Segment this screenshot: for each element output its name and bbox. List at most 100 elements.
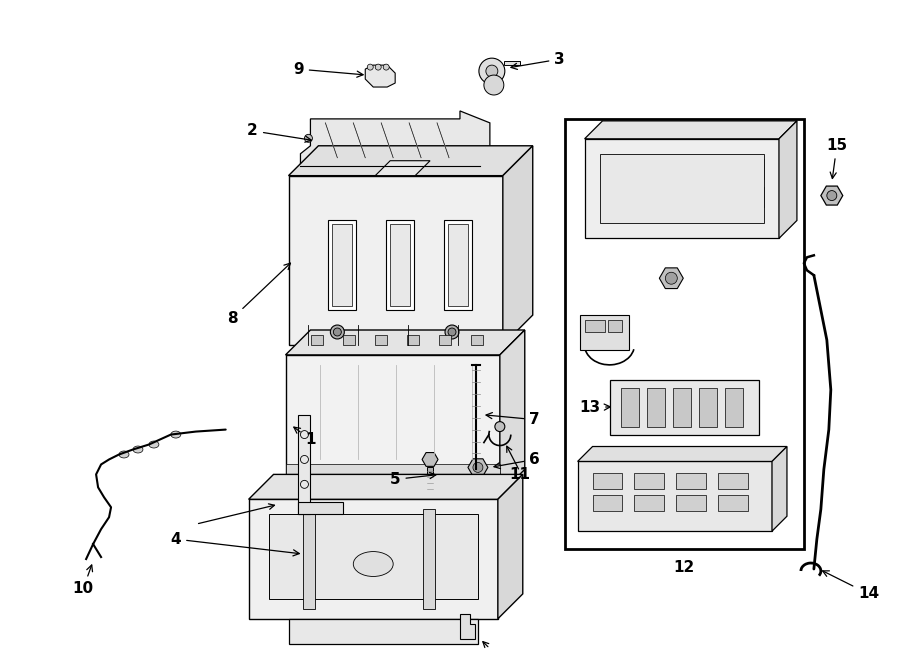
Polygon shape — [365, 65, 395, 87]
Text: 5: 5 — [390, 472, 436, 487]
Bar — [311, 335, 323, 345]
Text: 13: 13 — [579, 400, 610, 415]
Ellipse shape — [133, 446, 143, 453]
Bar — [285, 465, 500, 485]
Bar — [299, 414, 310, 514]
Bar — [699, 388, 717, 426]
Circle shape — [486, 65, 498, 77]
Text: 8: 8 — [228, 263, 291, 326]
Ellipse shape — [171, 431, 181, 438]
Bar — [599, 154, 764, 224]
Bar — [578, 461, 772, 531]
Bar — [285, 355, 500, 495]
Bar — [428, 467, 433, 497]
Bar — [609, 380, 759, 434]
Bar — [386, 220, 414, 310]
Text: 1: 1 — [293, 427, 316, 447]
Polygon shape — [375, 161, 430, 175]
Bar — [332, 224, 352, 306]
Circle shape — [495, 422, 505, 432]
Polygon shape — [289, 619, 478, 643]
Polygon shape — [821, 186, 842, 205]
Text: 6: 6 — [494, 452, 540, 469]
Bar — [439, 335, 451, 345]
Bar — [605, 159, 644, 179]
Text: 2: 2 — [248, 123, 311, 142]
Circle shape — [479, 58, 505, 84]
Bar — [647, 388, 665, 426]
Ellipse shape — [119, 451, 129, 458]
Bar — [664, 187, 704, 207]
Bar — [268, 514, 478, 599]
Polygon shape — [660, 268, 683, 289]
Bar — [375, 335, 387, 345]
Bar — [592, 495, 623, 511]
Bar — [724, 159, 764, 179]
Text: 9: 9 — [293, 62, 363, 77]
Polygon shape — [585, 121, 796, 139]
Text: 7: 7 — [486, 412, 540, 427]
Bar — [303, 509, 315, 609]
Bar — [718, 495, 748, 511]
Bar — [343, 335, 356, 345]
Bar — [580, 315, 629, 350]
Polygon shape — [498, 475, 523, 619]
Polygon shape — [500, 330, 525, 495]
Circle shape — [333, 328, 341, 336]
Polygon shape — [460, 614, 475, 639]
Bar — [248, 499, 498, 619]
Bar — [407, 335, 419, 345]
Ellipse shape — [354, 551, 393, 577]
Circle shape — [448, 328, 456, 336]
Text: 11: 11 — [509, 467, 530, 483]
Bar — [592, 473, 623, 489]
Bar — [634, 473, 664, 489]
Polygon shape — [503, 146, 533, 345]
Bar — [608, 320, 623, 332]
Polygon shape — [422, 453, 438, 466]
Polygon shape — [285, 330, 525, 355]
Circle shape — [445, 325, 459, 339]
Bar — [585, 320, 605, 332]
Polygon shape — [504, 61, 520, 65]
Polygon shape — [779, 121, 796, 238]
Circle shape — [827, 191, 837, 201]
Circle shape — [472, 463, 483, 473]
Circle shape — [304, 134, 312, 142]
Bar — [676, 495, 706, 511]
Bar — [328, 220, 356, 310]
Text: 14: 14 — [823, 571, 879, 601]
Bar — [289, 175, 503, 345]
Bar — [391, 224, 410, 306]
Polygon shape — [772, 446, 787, 531]
Bar — [471, 335, 483, 345]
Bar — [664, 159, 704, 179]
Text: 3: 3 — [511, 52, 565, 70]
Text: 4: 4 — [170, 532, 300, 556]
Circle shape — [665, 272, 678, 284]
Ellipse shape — [148, 441, 159, 448]
Bar — [423, 509, 435, 609]
Polygon shape — [578, 446, 787, 461]
Text: 12: 12 — [673, 559, 695, 575]
Bar — [564, 119, 804, 549]
Circle shape — [330, 325, 345, 339]
Polygon shape — [301, 111, 490, 166]
Bar — [718, 473, 748, 489]
Polygon shape — [468, 459, 488, 476]
Bar — [585, 139, 779, 238]
Bar — [605, 187, 644, 207]
Bar — [634, 495, 664, 511]
Circle shape — [383, 64, 389, 70]
Circle shape — [375, 64, 382, 70]
Bar — [725, 388, 743, 426]
Bar — [724, 187, 764, 207]
Bar — [448, 224, 468, 306]
Polygon shape — [248, 475, 523, 499]
Bar — [676, 473, 706, 489]
Bar — [444, 220, 472, 310]
Text: 15: 15 — [826, 138, 848, 179]
Bar — [673, 388, 691, 426]
Circle shape — [367, 64, 374, 70]
Bar — [622, 388, 639, 426]
